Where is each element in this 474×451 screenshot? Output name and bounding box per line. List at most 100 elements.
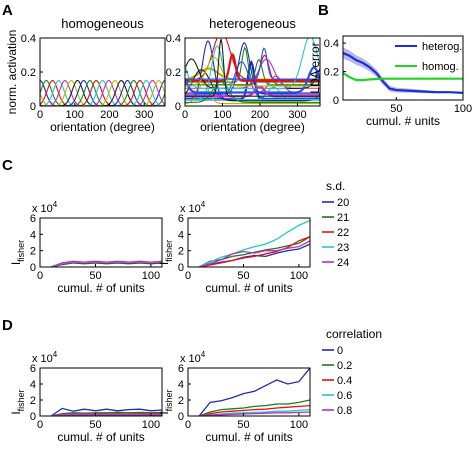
x-tick-label: 0 (182, 109, 188, 121)
x-tick-label: 50 (237, 419, 249, 431)
y-tick-label: 2 (178, 246, 184, 258)
y-tick-label: 0 (30, 411, 36, 423)
x-tick-label: 100 (142, 270, 160, 282)
tuning-curve (185, 38, 320, 90)
y-tick-label: 2 (178, 395, 184, 407)
y-scale-exponent: 4 (53, 200, 58, 209)
chart-title: homogeneous (61, 16, 144, 31)
y-scale-base: x 10 (32, 203, 53, 215)
series-line (198, 368, 310, 416)
chart-a1: 0 100 200 300 0 0.2 0.4 orientation (degree) hom… (5, 16, 166, 134)
plot-frame (187, 217, 311, 268)
legend-title: correlation (326, 327, 382, 341)
x-axis-label: orientation (degree) (200, 120, 305, 134)
x-tick-label: 100 (454, 103, 472, 115)
y-scale-factor: x 104 (32, 200, 58, 215)
x-tick-label: 0 (185, 270, 191, 282)
series-line (198, 240, 310, 267)
y-tick-label: 0 (178, 262, 184, 274)
tuning-curve (40, 79, 165, 106)
x-tick-label: 100 (142, 419, 160, 431)
x-axis-label: cumul. # of units (205, 281, 292, 295)
y-tick-label: 0.4 (166, 33, 181, 45)
y-scale-factor: x 104 (180, 200, 206, 215)
y-tick-label: 6 (178, 213, 184, 225)
y-scale-exponent: 4 (53, 350, 58, 359)
y-scale-exponent: 4 (201, 200, 206, 209)
y-tick-label: 4 (178, 379, 184, 391)
series-line (343, 52, 463, 94)
tuning-curve (185, 45, 320, 101)
y-tick-label: 0.4 (324, 38, 339, 50)
x-tick-label: 50 (390, 103, 402, 115)
tuning-curve (40, 79, 165, 106)
y-tick-label: 0 (30, 262, 36, 274)
series-line (198, 404, 310, 416)
x-axis-label: cumul. # of units (57, 430, 144, 444)
y-tick-label: 0 (178, 411, 184, 423)
legend-entry: 22 (337, 227, 349, 239)
panel-label-c: C (2, 157, 13, 174)
panel-label-d: D (2, 317, 13, 334)
y-axis-label: Ifisher (157, 240, 174, 265)
x-tick-label: 0 (37, 270, 43, 282)
plot-area (198, 368, 310, 416)
plot-area (198, 219, 310, 267)
plot-area (50, 407, 162, 416)
series-line (51, 414, 162, 416)
x-tick-label: 0 (37, 419, 43, 431)
y-scale-base: x 10 (180, 353, 201, 365)
y-tick-label: 2 (30, 395, 36, 407)
y-tick-label: 2 (30, 246, 36, 258)
tuning-curve (40, 79, 165, 106)
y-tick-label: 0 (333, 95, 339, 107)
tuning-curve (40, 79, 165, 106)
x-axis-label: orientation (degree) (50, 120, 155, 134)
x-tick-label: 100 (213, 109, 231, 121)
y-tick-label: 0 (175, 101, 181, 113)
series-line (198, 243, 310, 267)
series-line (50, 407, 162, 416)
y-axis-label-sub: fisher (16, 389, 26, 411)
x-tick-label: 0 (185, 419, 191, 431)
tuning-curve (185, 52, 320, 82)
plot-area (185, 38, 320, 105)
y-scale-base: x 10 (32, 353, 53, 365)
legend-title: s.d. (326, 179, 345, 193)
y-axis-label-main: I (157, 411, 171, 414)
chart-title: heterogeneous (209, 16, 296, 31)
chart-a2: 0 100 200 300 0 0.2 0.4 orientation (degree) het… (166, 16, 321, 134)
series-line (198, 219, 310, 267)
tuning-curve (185, 81, 320, 103)
x-axis-label: cumul. # of units (205, 430, 292, 444)
y-axis-label-sub: fisher (164, 389, 174, 411)
plot-frame (39, 217, 163, 268)
legend-entry: 0.4 (337, 375, 352, 387)
series-line (198, 236, 310, 267)
y-tick-label: 6 (30, 363, 36, 375)
plot-frame (342, 35, 464, 101)
y-tick-label: 0 (30, 101, 36, 113)
plot-frame (39, 367, 163, 417)
y-axis-label: Ifisher (157, 389, 174, 414)
tuning-curve (40, 79, 165, 106)
tuning-curve (40, 79, 165, 106)
y-axis-label-main: I (157, 262, 171, 265)
y-scale-base: x 10 (180, 203, 201, 215)
plot-frame (39, 37, 166, 107)
tuning-curve (40, 79, 165, 106)
series-line (199, 411, 310, 416)
x-tick-label: 100 (290, 419, 308, 431)
x-tick-label: 50 (237, 270, 249, 282)
chart-b: heterog. homog. LDA error 50 100 0 0.2 0.4 cumul… (308, 35, 472, 128)
x-tick-label: 50 (89, 270, 101, 282)
plot-area (40, 79, 165, 106)
legend-entry: 23 (337, 242, 349, 254)
series-line (198, 399, 310, 416)
tuning-curve (40, 79, 165, 106)
x-tick-label: 300 (288, 109, 306, 121)
legend-entry: 0.2 (337, 360, 352, 372)
x-tick-label: 200 (100, 109, 118, 121)
y-axis-label-main: I (9, 262, 23, 265)
